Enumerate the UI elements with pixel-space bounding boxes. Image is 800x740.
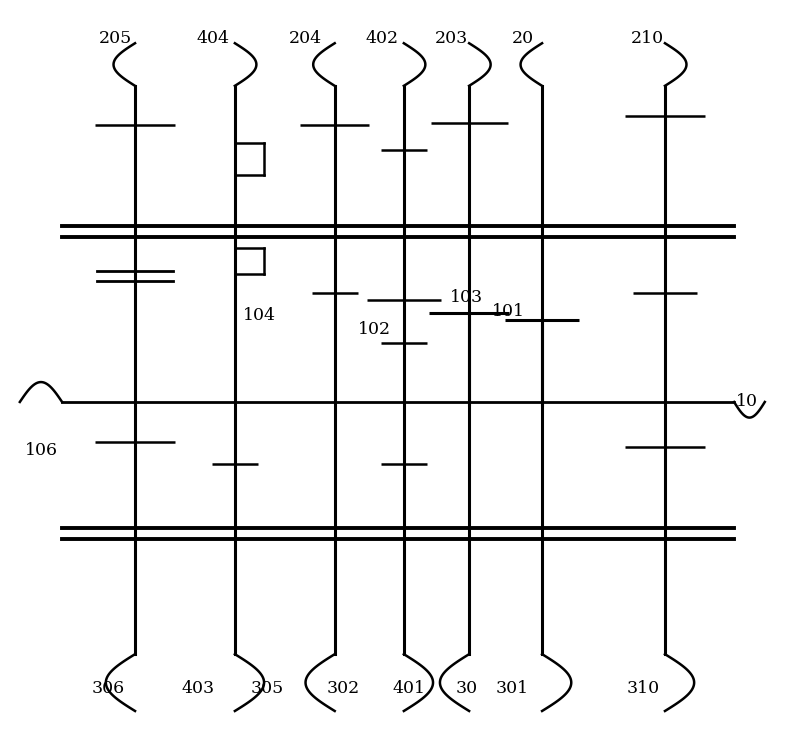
Text: 30: 30 <box>455 680 478 697</box>
Text: 106: 106 <box>26 442 58 459</box>
Text: 310: 310 <box>626 680 660 697</box>
Text: 404: 404 <box>197 30 230 47</box>
Text: 104: 104 <box>242 307 275 324</box>
Text: 205: 205 <box>99 30 132 47</box>
Text: 305: 305 <box>250 680 283 697</box>
Text: 20: 20 <box>511 30 534 47</box>
Text: 210: 210 <box>630 30 663 47</box>
Text: 204: 204 <box>289 30 322 47</box>
Text: 302: 302 <box>327 680 360 697</box>
Text: 10: 10 <box>736 394 758 411</box>
Text: 101: 101 <box>492 303 525 320</box>
Text: 403: 403 <box>181 680 214 697</box>
Text: 301: 301 <box>496 680 529 697</box>
Text: 102: 102 <box>358 321 391 338</box>
Text: 103: 103 <box>450 289 483 306</box>
Text: 402: 402 <box>366 30 398 47</box>
Text: 203: 203 <box>434 30 468 47</box>
Text: 401: 401 <box>392 680 426 697</box>
Text: 306: 306 <box>91 680 124 697</box>
